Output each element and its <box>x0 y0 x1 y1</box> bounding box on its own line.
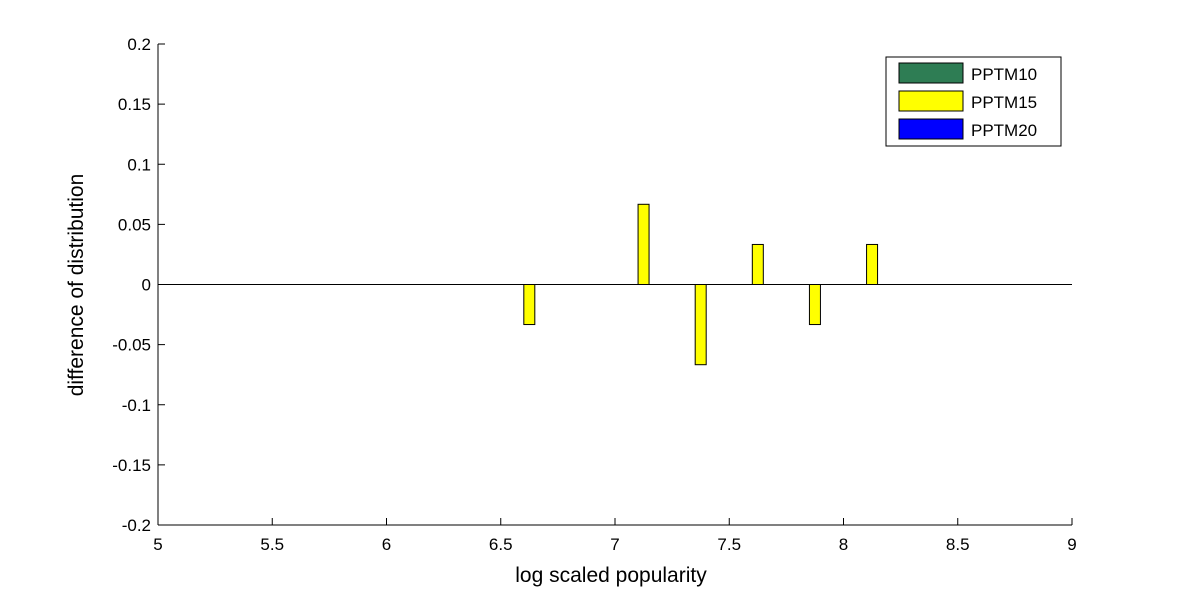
y-tick-label: 0.05 <box>118 215 151 234</box>
x-tick-label: 8 <box>839 535 848 554</box>
legend-label-pptm20: PPTM20 <box>971 121 1037 140</box>
bar-pptm15 <box>808 284 821 326</box>
bar-pptm15 <box>637 203 650 285</box>
x-tick-label: 8.5 <box>946 535 970 554</box>
y-tick-label: -0.15 <box>112 456 151 475</box>
x-tick-label: 5.5 <box>260 535 284 554</box>
x-tick-label: 6.5 <box>489 535 513 554</box>
y-tick-label: -0.1 <box>122 396 151 415</box>
x-ticks-group: 5 5.5 6 6.5 7 7.5 8 8.5 9 <box>153 518 1077 554</box>
y-tick-label: -0.2 <box>122 516 151 535</box>
y-tick-label: 0.2 <box>127 35 151 54</box>
legend-swatch-pptm15 <box>898 90 964 112</box>
bar-pptm15 <box>694 284 707 366</box>
bar-pptm15 <box>866 243 879 286</box>
legend-label-pptm10: PPTM10 <box>971 65 1037 84</box>
x-tick-label: 6 <box>382 535 391 554</box>
bars-group <box>523 203 879 366</box>
legend-label-pptm15: PPTM15 <box>971 93 1037 112</box>
y-axis-title: difference of distribution <box>65 174 88 397</box>
legend: PPTM10 PPTM15 PPTM20 <box>885 56 1062 147</box>
legend-swatch-pptm10 <box>898 62 964 84</box>
y-tick-label: -0.05 <box>112 336 151 355</box>
y-ticks-group: -0.2 -0.15 -0.1 -0.05 0 0.05 0.1 0.15 0.2 <box>112 35 165 535</box>
x-tick-label: 7.5 <box>717 535 741 554</box>
x-axis-title: log scaled popularity <box>515 564 707 587</box>
bar-pptm15 <box>523 284 536 326</box>
bar-pptm15 <box>751 243 764 286</box>
x-tick-label: 9 <box>1067 535 1076 554</box>
legend-swatch-pptm20 <box>898 118 964 140</box>
x-tick-label: 5 <box>153 535 162 554</box>
x-tick-label: 7 <box>610 535 619 554</box>
y-tick-label: 0.15 <box>118 95 151 114</box>
y-tick-label: 0 <box>142 276 151 295</box>
y-tick-label: 0.1 <box>127 155 151 174</box>
